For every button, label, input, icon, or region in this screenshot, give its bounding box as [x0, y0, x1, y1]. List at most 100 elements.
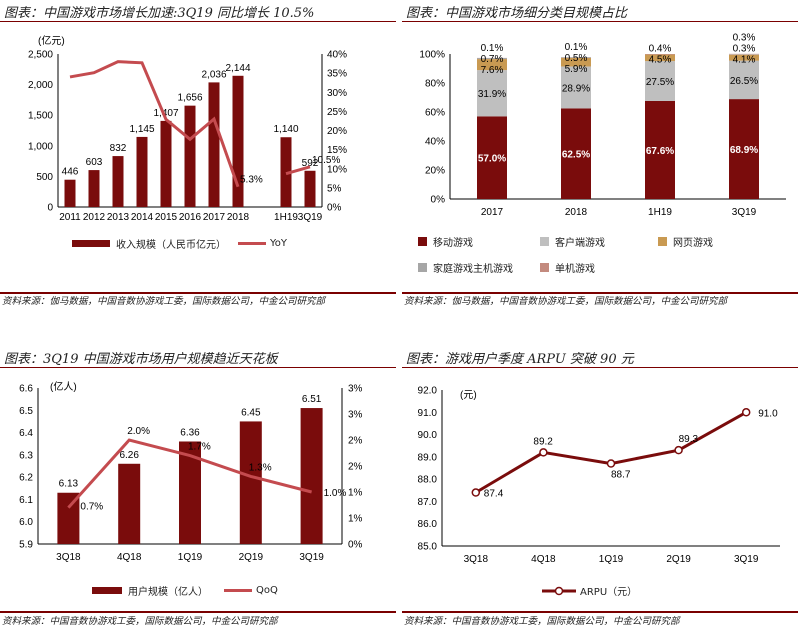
mobile-share-label: 68.9%	[730, 145, 758, 156]
segment-chart: 0% 20% 40% 60% 80% 100% 2017 57.0% 31.9% 7.6%0.7%…	[419, 33, 786, 218]
legend-swatch	[658, 237, 667, 246]
x-tick-label: 1Q19	[599, 554, 624, 565]
qoq-line	[67, 438, 312, 509]
minor-share-label: 4.1%	[733, 55, 756, 66]
client-share-label: 26.5%	[730, 76, 758, 87]
stack-segment	[729, 54, 759, 61]
user-bar	[118, 463, 141, 544]
source-note: 资料来源：伽马数据，中国音数协游戏工委，国际数据公司，中金公司研究部	[404, 296, 728, 307]
source-note: 资料来源：伽马数据，中国音数协游戏工委，国际数据公司，中金公司研究部	[2, 296, 326, 307]
bar-value-label: 6.51	[302, 394, 322, 405]
y2-tick-label: 2%	[348, 462, 363, 473]
arpu-value-label: 88.7	[611, 470, 631, 481]
revenue-bar	[112, 156, 124, 207]
legend-yoy-label: YoY	[270, 238, 288, 249]
y-axis-unit: (亿元)	[38, 34, 65, 47]
legend-users-label: 用户规模（亿人）	[128, 587, 208, 598]
legend-line-swatch	[238, 242, 266, 245]
stack-segment	[477, 59, 507, 71]
minor-share-label: 0.4%	[649, 44, 672, 55]
bar-value-label: 6.45	[241, 407, 261, 418]
legend-line-marker	[542, 586, 576, 595]
y-tick-label: 88.0	[418, 475, 438, 486]
x-tick-label: 3Q18	[464, 554, 489, 565]
y-tick-label: 0%	[431, 195, 446, 206]
revenue-bar	[160, 120, 172, 207]
segment-share-panel: 图表：中国游戏市场细分类目规模占比 0% 20% 40% 60% 80% 100% 2017…	[402, 0, 798, 320]
client-share-label: 28.9%	[562, 83, 590, 94]
arpu-panel: 图表：游戏用户季度 ARPU 突破 90 元 (元) 85.0 86.0 87.0 88…	[402, 346, 798, 634]
stack-segment	[645, 54, 675, 62]
legend: 用户规模（亿人） QoQ	[92, 583, 278, 598]
arpu-value-label: 91.0	[758, 408, 778, 419]
legend-line-swatch	[224, 589, 252, 592]
revenue-bar	[232, 75, 244, 207]
stack-segment	[477, 58, 507, 60]
y-axis-unit: (亿人)	[50, 380, 77, 393]
qoq-value-label: 0.7%	[80, 502, 103, 513]
y-tick-label: 6.1	[19, 495, 33, 506]
y-tick-label: 20%	[425, 166, 445, 177]
bar-value-label: 1,140	[273, 124, 298, 135]
x-tick-label: 2018	[565, 207, 588, 218]
legend-revenue-label: 收入规模（人民币亿元）	[116, 240, 226, 251]
legend: 收入规模（人民币亿元） YoY	[72, 236, 287, 251]
minor-share-label: 0.7%	[481, 54, 504, 65]
x-tick-label: 2011	[59, 212, 81, 223]
qoq-value-label: 1.0%	[324, 488, 347, 499]
y2-tick-label: 35%	[327, 69, 347, 80]
x-tick-label: 1Q19	[178, 552, 203, 563]
y-tick-label: 1,000	[28, 141, 53, 152]
legend-bar-swatch	[92, 587, 122, 594]
arpu-value-label: 89.2	[533, 436, 553, 447]
yoy-line	[285, 165, 311, 176]
minor-share-label: 0.1%	[481, 43, 504, 54]
stack-segment	[645, 100, 675, 199]
y2-tick-label: 5%	[327, 183, 342, 194]
source-rule	[0, 611, 396, 613]
user-scale-chart: (亿人) 5.9 6.0 6.1 6.2 6.3 6.4 6.5 6.6 0% 1% 1% 2% 2% 3%…	[19, 380, 363, 563]
legend: ARPU（元）	[542, 583, 637, 598]
y-tick-label: 0	[47, 203, 53, 214]
legend-label: 网页游戏	[673, 238, 713, 249]
minor-share-label: 0.5%	[565, 53, 588, 64]
y2-tick-label: 1%	[348, 488, 363, 499]
user-bar	[179, 441, 201, 544]
user-bar	[239, 421, 262, 544]
legend-bar-swatch	[72, 240, 110, 247]
y-tick-label: 90.0	[418, 430, 438, 441]
x-tick-label: 2017	[481, 207, 504, 218]
x-tick-label: 4Q18	[531, 554, 556, 565]
y2-tick-label: 25%	[327, 107, 347, 118]
legend-qoq-label: QoQ	[256, 585, 278, 596]
stack-segment	[561, 108, 591, 199]
qoq-value-label: 2.0%	[127, 426, 150, 437]
revenue-bar	[208, 82, 220, 207]
legend-item-web: 网页游戏	[658, 234, 713, 249]
yoy-value-label: 10.5%	[312, 155, 340, 166]
bar-value-label: 603	[86, 157, 103, 168]
x-tick-label: 3Q19	[299, 552, 324, 563]
y2-tick-label: 40%	[327, 50, 347, 61]
x-tick-label: 2015	[155, 212, 178, 223]
x-tick-label: 2016	[179, 212, 202, 223]
bar-value-label: 2,036	[201, 69, 226, 80]
minor-share-label: 0.1%	[565, 42, 588, 53]
revenue-growth-panel: 图表：中国游戏市场增长加速:3Q19 同比增长 10.5% (亿元) 0 500 1,…	[0, 0, 396, 320]
legend-swatch	[540, 237, 549, 246]
client-share-label: 31.9%	[478, 89, 506, 100]
stack-segment	[561, 57, 591, 58]
y2-tick-label: 0%	[327, 203, 342, 214]
mobile-share-label: 67.6%	[646, 146, 674, 157]
y-tick-label: 6.4	[19, 428, 33, 439]
qoq-value-label: 1.3%	[249, 462, 272, 473]
revenue-bar	[304, 170, 316, 207]
arpu-point	[471, 488, 481, 497]
source-rule	[0, 292, 396, 294]
y-tick-label: 87.0	[418, 497, 438, 508]
x-tick-label: 2012	[83, 212, 106, 223]
panel-title: 图表：3Q19 中国游戏市场用户规模趋近天花板	[4, 352, 278, 367]
title-rule	[402, 367, 798, 368]
x-tick-label: 1H19	[274, 212, 298, 223]
y-tick-label: 2,000	[28, 80, 53, 91]
